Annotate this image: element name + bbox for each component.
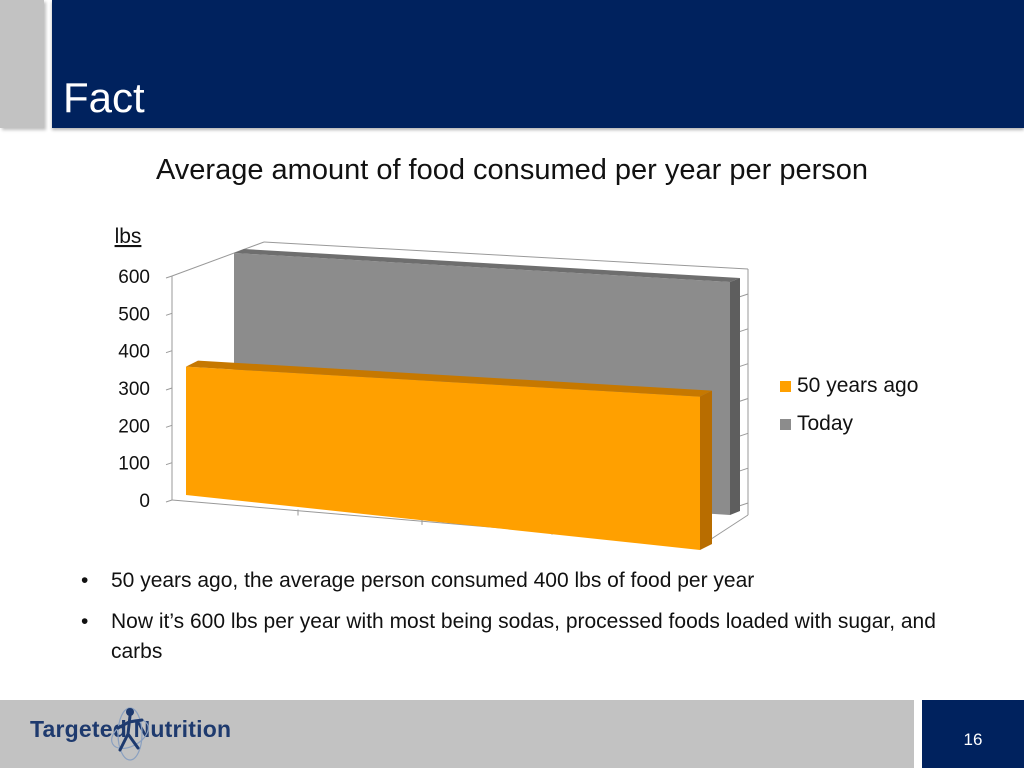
y-tick-mark [165, 424, 173, 428]
chart-title: Average amount of food consumed per year… [155, 154, 868, 186]
y-tick-label: 500 [118, 304, 150, 325]
bullet-text: Now it’s 600 lbs per year with most bein… [111, 610, 936, 663]
bar-today-top [234, 249, 740, 282]
legend-label: Today [797, 412, 854, 435]
bullet-dot: • [81, 569, 89, 592]
legend-swatch [780, 381, 791, 392]
y-tick-label: 200 [118, 416, 150, 437]
page-number: 16 [963, 730, 983, 749]
bullet-list: • 50 years ago, the average person consu… [77, 566, 957, 678]
title-bar [52, 0, 1024, 128]
back-edge [171, 241, 265, 277]
y-tick-mark [165, 350, 173, 354]
y-tick-mark [165, 462, 173, 466]
legend-swatch [780, 419, 791, 430]
y-tick-mark [165, 312, 173, 316]
y-tick-mark [165, 275, 173, 279]
bar-chart-3d: 0 100 200 300 400 500 600 lbs 50 years ago Today [115, 225, 918, 550]
slide-title: Fact [63, 74, 145, 121]
bullet-text: 50 years ago, the average person consume… [111, 569, 755, 592]
y-tick-label: 0 [139, 491, 150, 512]
y-tick-label: 300 [118, 379, 150, 400]
footer-bar [0, 700, 914, 768]
y-axis-label: lbs [115, 225, 142, 248]
bar-today-side [730, 278, 740, 515]
bullet-dot: • [81, 610, 89, 633]
bar-50-years-ago [186, 366, 700, 550]
bullet-item: • 50 years ago, the average person consu… [77, 566, 957, 596]
y-tick-label: 400 [118, 342, 150, 363]
legend-label: 50 years ago [797, 374, 918, 397]
y-tick-mark [165, 387, 173, 391]
bar-50-years-ago-side [700, 390, 712, 550]
y-tick-mark [165, 499, 173, 503]
page-number-box: 16 [922, 700, 1024, 768]
bullet-item: • Now it’s 600 lbs per year with most be… [77, 607, 957, 667]
left-accent-block [0, 0, 44, 128]
y-tick-label: 100 [118, 454, 150, 475]
y-tick-label: 600 [118, 267, 150, 288]
back-top-edge [263, 241, 749, 270]
running-figure-icon [111, 707, 149, 761]
bar-50-years-ago-top [186, 360, 712, 397]
